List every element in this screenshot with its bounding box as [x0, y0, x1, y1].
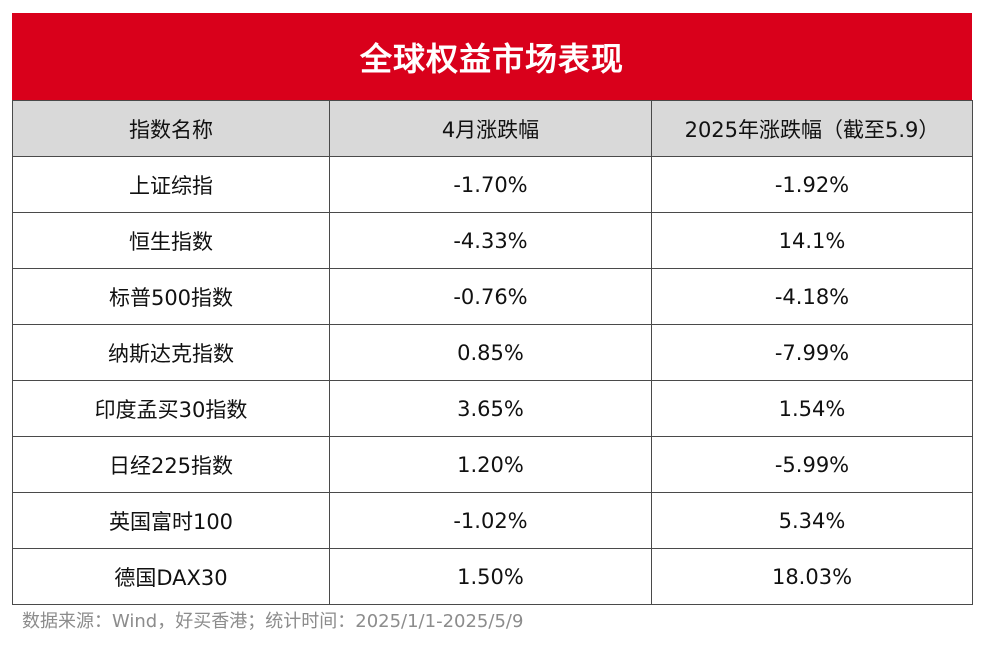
ytd-change-cell: 5.34% — [651, 492, 973, 549]
header-april-change: 4月涨跌幅 — [329, 100, 652, 157]
table-row: 恒生指数 -4.33% 14.1% — [12, 212, 973, 269]
ytd-change-cell: -7.99% — [651, 324, 973, 381]
ytd-change-cell: 18.03% — [651, 548, 973, 605]
index-name-cell: 日经225指数 — [12, 436, 330, 493]
index-name-cell: 标普500指数 — [12, 268, 330, 325]
table-title: 全球权益市场表现 — [12, 13, 972, 100]
table-row: 上证综指 -1.70% -1.92% — [12, 156, 973, 213]
april-change-cell: 0.85% — [329, 324, 652, 381]
index-name-cell: 上证综指 — [12, 156, 330, 213]
april-change-cell: 1.50% — [329, 548, 652, 605]
index-name-cell: 英国富时100 — [12, 492, 330, 549]
table-row: 日经225指数 1.20% -5.99% — [12, 436, 973, 493]
ytd-change-cell: -1.92% — [651, 156, 973, 213]
index-name-cell: 印度孟买30指数 — [12, 380, 330, 437]
april-change-cell: 3.65% — [329, 380, 652, 437]
table-row: 英国富时100 -1.02% 5.34% — [12, 492, 973, 549]
ytd-change-cell: -5.99% — [651, 436, 973, 493]
april-change-cell: 1.20% — [329, 436, 652, 493]
index-name-cell: 纳斯达克指数 — [12, 324, 330, 381]
april-change-cell: -0.76% — [329, 268, 652, 325]
index-name-cell: 恒生指数 — [12, 212, 330, 269]
header-row: 指数名称 4月涨跌幅 2025年涨跌幅（截至5.9） — [12, 100, 973, 157]
header-ytd-change: 2025年涨跌幅（截至5.9） — [651, 100, 973, 157]
header-index-name: 指数名称 — [12, 100, 330, 157]
table-row: 德国DAX30 1.50% 18.03% — [12, 548, 973, 605]
performance-table-container: 全球权益市场表现 指数名称 4月涨跌幅 2025年涨跌幅（截至5.9） 上证综指… — [12, 13, 973, 605]
april-change-cell: -1.70% — [329, 156, 652, 213]
ytd-change-cell: 14.1% — [651, 212, 973, 269]
april-change-cell: -4.33% — [329, 212, 652, 269]
index-name-cell: 德国DAX30 — [12, 548, 330, 605]
ytd-change-cell: 1.54% — [651, 380, 973, 437]
table-row: 标普500指数 -0.76% -4.18% — [12, 268, 973, 325]
source-note: 数据来源：Wind，好买香港；统计时间：2025/1/1-2025/5/9 — [22, 611, 524, 632]
april-change-cell: -1.02% — [329, 492, 652, 549]
ytd-change-cell: -4.18% — [651, 268, 973, 325]
table-row: 印度孟买30指数 3.65% 1.54% — [12, 380, 973, 437]
performance-table: 指数名称 4月涨跌幅 2025年涨跌幅（截至5.9） 上证综指 -1.70% -… — [12, 100, 973, 605]
table-row: 纳斯达克指数 0.85% -7.99% — [12, 324, 973, 381]
